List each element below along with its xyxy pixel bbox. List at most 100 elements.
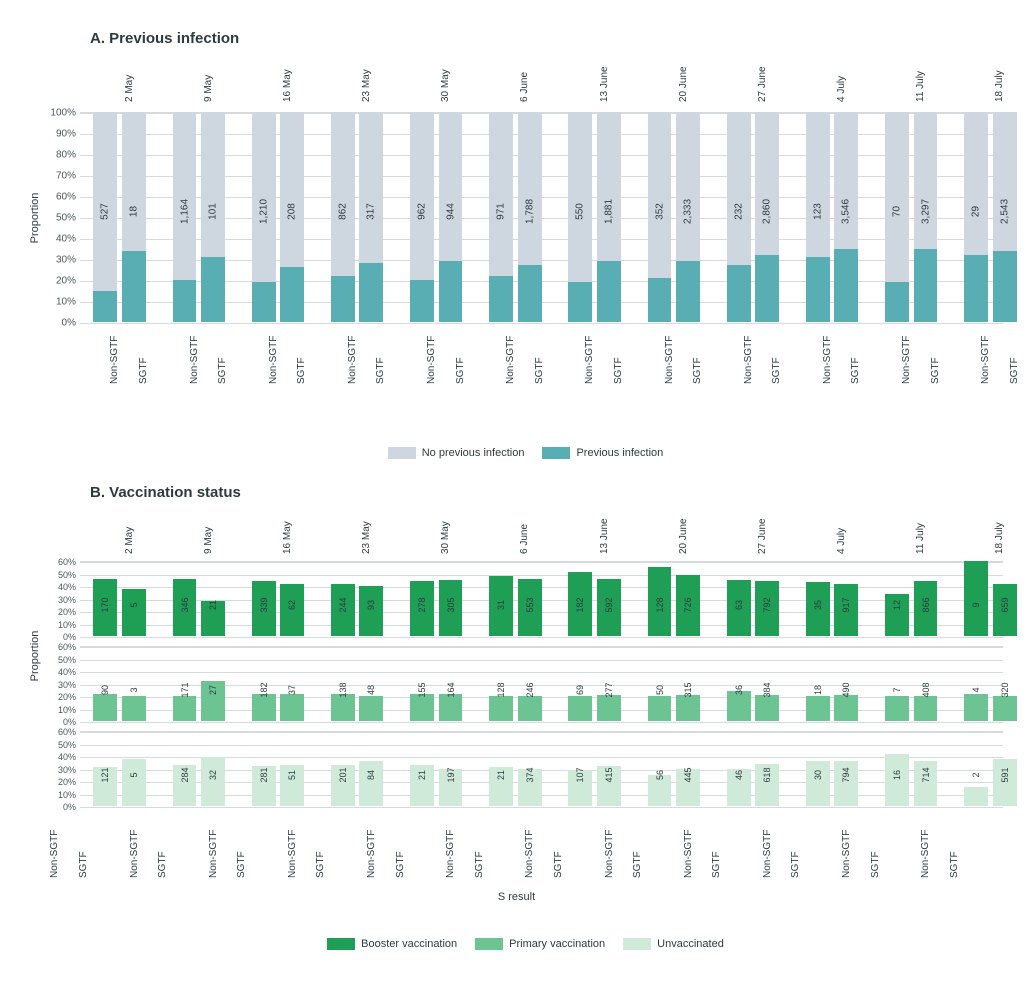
xcat-label: SGTF xyxy=(236,851,247,878)
bar-n-label: 445 xyxy=(683,767,693,782)
bar-group: 944 xyxy=(439,113,463,322)
bar-group: 48 xyxy=(359,647,383,721)
date-label: 2 May xyxy=(124,527,135,554)
xcat-label: SGTF xyxy=(692,357,703,384)
xcat-label: Non-SGTF xyxy=(604,830,615,878)
xcat-label: Non-SGTF xyxy=(901,336,912,384)
bar-group: 2,860 xyxy=(755,113,779,322)
ytick-label: 60% xyxy=(40,557,76,567)
bar-n-label: 121 xyxy=(100,767,110,782)
panel-a-legend: No previous infectionPrevious infection xyxy=(20,447,1013,459)
ytick-label: 10% xyxy=(32,297,76,308)
bar-group: 50 xyxy=(648,647,672,721)
panel-a-title: A. Previous infection xyxy=(90,30,1013,47)
bar-primary xyxy=(597,695,621,721)
bar-n-label: 2,543 xyxy=(999,199,1010,224)
bar-previous xyxy=(727,265,751,322)
bar-group: 246 xyxy=(518,647,542,721)
bar-group: 7 xyxy=(885,647,909,721)
bar-n-label: 201 xyxy=(338,767,348,782)
bar-n-label: 305 xyxy=(446,597,456,612)
bar-n-label: 63 xyxy=(734,600,744,610)
date-label: 20 June xyxy=(678,519,689,555)
ytick-label: 40% xyxy=(40,667,76,677)
bar-n-label: 550 xyxy=(575,203,586,220)
bar-group: 792 xyxy=(755,562,779,636)
bar-n-label: 339 xyxy=(259,597,269,612)
bar-previous xyxy=(964,255,988,322)
bar-previous xyxy=(410,280,434,322)
bar-primary xyxy=(518,696,542,721)
date-label: 23 May xyxy=(361,69,372,102)
bar-group: 553 xyxy=(518,562,542,636)
bar-primary xyxy=(834,695,858,721)
bar-n-label: 155 xyxy=(417,682,427,697)
xcat-label: SGTF xyxy=(157,851,168,878)
bar-n-label: 1,164 xyxy=(179,199,190,224)
bar-previous xyxy=(518,265,542,322)
xcat-label: Non-SGTF xyxy=(524,830,535,878)
legend-label: Booster vaccination xyxy=(361,938,457,950)
bar-n-label: 18 xyxy=(128,206,139,217)
bar-group: 197 xyxy=(439,732,463,806)
bar-n-label: 246 xyxy=(525,682,535,697)
bar-group: 3,297 xyxy=(914,113,938,322)
xcat-label: SGTF xyxy=(455,357,466,384)
bar-primary xyxy=(676,695,700,721)
ytick-label: 60% xyxy=(40,642,76,652)
legend-label: Previous infection xyxy=(576,447,663,459)
xcat-label: Non-SGTF xyxy=(208,830,219,878)
ytick-label: 50% xyxy=(32,213,76,224)
ytick-label: 40% xyxy=(40,752,76,762)
ytick-label: 0% xyxy=(40,802,76,812)
bar-previous xyxy=(597,261,621,322)
bar-n-label: 346 xyxy=(180,597,190,612)
xcat-label: SGTF xyxy=(78,851,89,878)
bar-group: 21 xyxy=(201,562,225,636)
panel-b-row-unvacc: 0%10%20%30%40%50%60%12152843228151201842… xyxy=(80,731,1003,806)
bar-primary xyxy=(993,696,1017,721)
bar-n-label: 415 xyxy=(604,767,614,782)
bar-group: 9 xyxy=(964,562,988,636)
xcat-label: Non-SGTF xyxy=(347,336,358,384)
bar-previous xyxy=(201,257,225,322)
date-label: 27 June xyxy=(757,519,768,555)
ytick-label: 30% xyxy=(40,680,76,690)
date-label: 11 July xyxy=(915,523,926,554)
panel-a-date-row: 2 May9 May16 May23 May30 May6 June13 Jun… xyxy=(80,52,1003,112)
bar-previous xyxy=(173,280,197,322)
xcat-label: Non-SGTF xyxy=(49,830,60,878)
xcat-label: Non-SGTF xyxy=(920,830,931,878)
bar-primary xyxy=(727,691,751,721)
ytick-label: 90% xyxy=(32,129,76,140)
bar-group: 201 xyxy=(331,732,355,806)
bar-group: 3,546 xyxy=(834,113,858,322)
bar-n-label: 21 xyxy=(496,770,506,780)
ytick-label: 40% xyxy=(40,582,76,592)
bar-n-label: 352 xyxy=(654,203,665,220)
bar-n-label: 90 xyxy=(100,685,110,695)
bar-group: 278 xyxy=(410,562,434,636)
bar-previous xyxy=(648,278,672,322)
bar-primary xyxy=(410,694,434,722)
bar-n-label: 1,881 xyxy=(603,199,614,224)
bar-previous xyxy=(489,276,513,322)
ytick-label: 70% xyxy=(32,171,76,182)
ytick-label: 100% xyxy=(32,108,76,119)
bar-group: 155 xyxy=(410,647,434,721)
bar-primary xyxy=(122,696,146,721)
bar-previous xyxy=(359,263,383,322)
panel-b-xlabels: Non-SGTF SGTF Non-SGTF SGTF Non-SGTF SGTF Non-… xyxy=(20,816,1013,886)
bar-n-label: 4 xyxy=(971,687,981,692)
bar-n-label: 659 xyxy=(1000,597,1010,612)
bar-previous xyxy=(439,261,463,322)
bar-group: 284 xyxy=(173,732,197,806)
gridline xyxy=(80,637,1003,638)
xcat-label: Non-SGTF xyxy=(129,830,140,878)
bar-primary xyxy=(173,696,197,721)
bar-n-label: 971 xyxy=(496,203,507,220)
bar-group: 18 xyxy=(122,113,146,322)
bar-group: 659 xyxy=(993,562,1017,636)
panel-a-chart: 2 May9 May16 May23 May30 May6 June13 Jun… xyxy=(80,52,1003,412)
bar-group: 490 xyxy=(834,647,858,721)
